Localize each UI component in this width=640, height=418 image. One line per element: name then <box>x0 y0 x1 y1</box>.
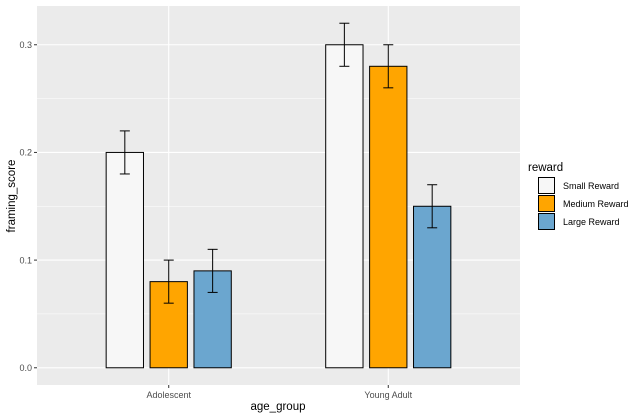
x-tick-label: Adolescent <box>146 390 191 400</box>
y-tick-label: 0.2 <box>19 148 32 158</box>
error-bar <box>339 22 350 67</box>
legend: reward Small Reward Medium Reward Large Re… <box>528 162 629 230</box>
bar <box>369 65 408 369</box>
legend-label: Small Reward <box>563 181 619 191</box>
legend-key <box>538 213 555 230</box>
bar <box>325 44 364 369</box>
error-bar <box>207 248 218 293</box>
legend-label: Medium Reward <box>563 199 629 209</box>
y-tick-label: 0.3 <box>19 40 32 50</box>
error-bar <box>383 44 394 89</box>
error-bar <box>427 184 438 229</box>
error-bar <box>119 130 130 175</box>
legend-key <box>538 177 555 194</box>
y-tick-label: 0.1 <box>19 255 32 265</box>
legend-label: Large Reward <box>563 217 620 227</box>
y-axis-title: framing_score <box>6 160 18 233</box>
bar <box>413 205 452 369</box>
bar <box>105 151 144 369</box>
y-tick-label: 0.0 <box>19 363 32 373</box>
legend-title: reward <box>528 162 563 174</box>
error-bar <box>163 259 174 304</box>
x-axis-title: age_group <box>251 401 306 413</box>
x-tick-label: Young Adult <box>364 390 412 400</box>
legend-key <box>538 195 555 212</box>
